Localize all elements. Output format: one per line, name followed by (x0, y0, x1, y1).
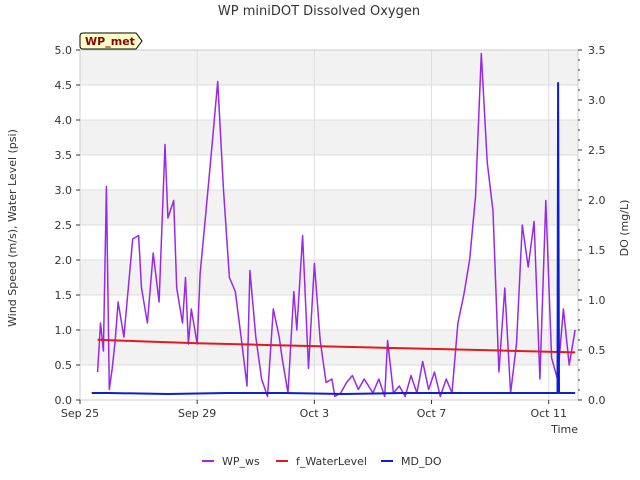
series-layer (91, 52, 576, 398)
series-line-wp-ws (96, 52, 576, 398)
legend-label: WP_ws (222, 455, 260, 468)
y-tick-label: 2.0 (55, 254, 73, 267)
series-line-md-do (91, 82, 576, 395)
y2-tick-label: 0.0 (588, 394, 606, 407)
background-band (80, 50, 578, 85)
x-axis: Sep 25 Sep 29 Oct 3 Oct 7 Oct 11 (61, 400, 567, 420)
station-badge-shape (79, 32, 143, 50)
station-badge-label: WP_met (85, 35, 135, 48)
y-tick-label: 3.5 (55, 149, 73, 162)
x-tick-label: Oct 11 (530, 407, 567, 420)
y-tick-label: 1.5 (55, 289, 73, 302)
y2-tick-label: 1.0 (588, 294, 606, 307)
station-badge: WP_met (79, 32, 143, 50)
x-tick-label: Sep 25 (61, 407, 99, 420)
y-tick-label: 1.0 (55, 324, 73, 337)
y2-tick-label: 0.5 (588, 344, 606, 357)
y-axis-title: Wind Speed (m/s), Water Level (psi) (6, 129, 19, 327)
x-tick-label: Sep 29 (178, 407, 216, 420)
left-axis: 0.0 0.5 1.0 1.5 2.0 2.5 3.0 3.5 4.0 4.5 5.0 (55, 44, 80, 407)
y-tick-label: 0.5 (55, 359, 73, 372)
legend-item: f_WaterLevel (276, 455, 367, 468)
y-tick-label: 4.0 (55, 114, 73, 127)
legend: WP_ws f_WaterLevel MD_DO (202, 455, 442, 468)
x-axis-title: Time (550, 423, 578, 436)
legend-item: MD_DO (381, 455, 442, 468)
legend-item: WP_ws (202, 455, 260, 468)
y2-tick-label: 3.0 (588, 94, 606, 107)
y2-tick-label: 3.5 (588, 44, 606, 57)
background-band (80, 120, 578, 155)
legend-label: f_WaterLevel (296, 455, 367, 468)
y-tick-label: 5.0 (55, 44, 73, 57)
x-tick-label: Oct 3 (300, 407, 330, 420)
y-tick-label: 0.0 (55, 394, 73, 407)
legend-label: MD_DO (401, 455, 442, 468)
y2-tick-label: 2.0 (588, 194, 606, 207)
y2-tick-label: 2.5 (588, 144, 606, 157)
background-band (80, 330, 578, 365)
right-axis: 0.0 0.5 1.0 1.5 2.0 2.5 3.0 3.5 (578, 44, 606, 407)
series-line-f-waterlevel (97, 338, 576, 354)
y2-tick-label: 1.5 (588, 244, 606, 257)
background-band (80, 190, 578, 225)
y-tick-label: 4.5 (55, 79, 73, 92)
y-tick-label: 3.0 (55, 184, 73, 197)
y-tick-label: 2.5 (55, 219, 73, 232)
chart-title: WP miniDOT Dissolved Oxygen (218, 4, 420, 19)
y2-axis-title: DO (mg/L) (618, 200, 631, 257)
x-tick-label: Oct 7 (417, 407, 447, 420)
